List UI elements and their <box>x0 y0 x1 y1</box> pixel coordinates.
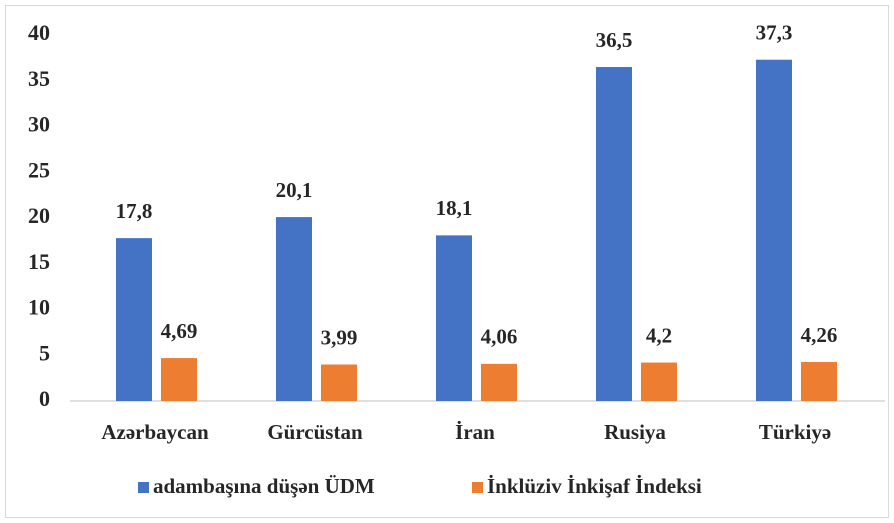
bar <box>161 358 197 401</box>
bar <box>481 363 517 401</box>
x-tick-label: İran <box>455 420 495 444</box>
value-label: 17,8 <box>116 199 153 223</box>
value-label: 4,06 <box>481 325 518 349</box>
value-label: 36,5 <box>596 28 633 52</box>
legend-label: adambaşına düşən ÜDM <box>153 474 375 498</box>
x-tick-label: Türkiyə <box>759 420 831 444</box>
bar <box>321 364 357 401</box>
y-tick-label: 30 <box>28 112 50 137</box>
legend-swatch <box>472 482 483 493</box>
value-label: 4,2 <box>646 323 672 347</box>
y-tick-label: 15 <box>28 249 50 274</box>
bar <box>276 217 312 401</box>
legend-swatch <box>138 482 149 493</box>
x-tick-label: Azərbaycan <box>101 420 209 444</box>
y-tick-label: 40 <box>28 20 50 45</box>
bar <box>756 59 792 401</box>
y-tick-label: 0 <box>39 386 50 411</box>
value-label: 4,69 <box>161 319 198 343</box>
y-tick-label: 10 <box>28 295 50 320</box>
x-tick-label: Gürcüstan <box>267 420 363 444</box>
bar <box>641 362 677 401</box>
y-tick-label: 20 <box>28 203 50 228</box>
value-label: 37,3 <box>756 21 793 45</box>
value-label: 4,26 <box>801 323 838 347</box>
bar <box>436 235 472 401</box>
value-label: 20,1 <box>276 178 313 202</box>
y-tick-label: 35 <box>28 66 50 91</box>
value-label: 3,99 <box>321 325 358 349</box>
x-tick-label: Rusiya <box>604 420 666 444</box>
value-label: 18,1 <box>436 196 473 220</box>
y-tick-label: 5 <box>39 340 50 365</box>
bar <box>801 362 837 401</box>
bar <box>596 67 632 402</box>
y-tick-label: 25 <box>28 157 50 182</box>
legend-label: İnklüziv İnkişaf İndeksi <box>487 474 702 498</box>
bar <box>116 238 152 401</box>
